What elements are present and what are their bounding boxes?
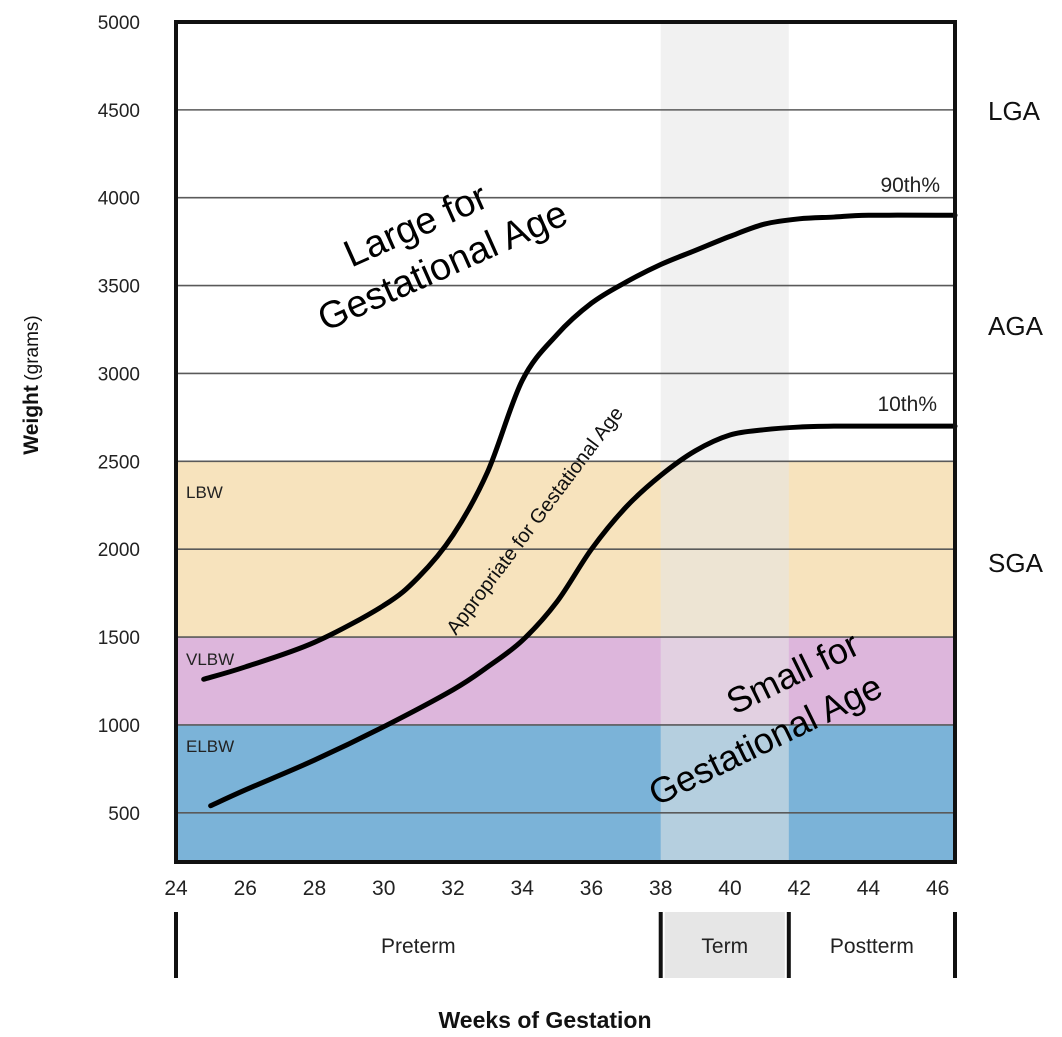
x-tick-38: 38	[649, 877, 672, 900]
period-label-postterm: Postterm	[830, 935, 914, 958]
plot-frame	[174, 20, 957, 864]
side-label-aga: AGA	[988, 311, 1044, 341]
y-tick-labels: 500 1000 1500 2000 2500 3000 3500 4000 4500 5000	[98, 13, 140, 825]
y-tick-4500: 4500	[98, 101, 140, 122]
x-tick-26: 26	[234, 877, 257, 900]
y-tick-3500: 3500	[98, 277, 140, 298]
y-tick-2500: 2500	[98, 452, 140, 473]
band-label-vlbw: VLBW	[186, 650, 234, 669]
side-label-lga: LGA	[988, 96, 1041, 126]
band-elbw	[176, 724, 955, 862]
y-tick-5000: 5000	[98, 13, 140, 34]
period-label-preterm: Preterm	[381, 935, 456, 958]
grid-lines	[176, 109, 955, 814]
x-tick-24: 24	[164, 877, 188, 900]
term-shading-rect	[660, 22, 789, 862]
y-tick-1000: 1000	[98, 716, 140, 737]
term-shading	[660, 22, 789, 862]
y-axis-title-unit: (grams)	[22, 315, 43, 380]
x-tick-40: 40	[718, 877, 741, 900]
x-tick-labels: 24 26 28 30 32 34 36 38 40 42 44 46	[164, 877, 949, 900]
percentile-curves	[201, 212, 958, 809]
side-label-sga: SGA	[988, 548, 1044, 578]
x-tick-36: 36	[580, 877, 603, 900]
x-tick-32: 32	[441, 877, 464, 900]
series-label-10th: 10th%	[877, 393, 937, 416]
series-line-90th	[201, 212, 958, 682]
plot-border	[174, 20, 957, 864]
y-axis-title: Weight (grams)	[20, 315, 43, 455]
x-tick-30: 30	[372, 877, 395, 900]
period-brackets: Preterm Term Postterm	[174, 912, 957, 978]
y-tick-4000: 4000	[98, 189, 140, 210]
x-tick-42: 42	[788, 877, 811, 900]
y-tick-2000: 2000	[98, 540, 140, 561]
y-tick-500: 500	[108, 804, 140, 825]
band-vlbw	[176, 637, 955, 725]
period-label-term: Term	[701, 935, 748, 958]
band-labels: LBW VLBW ELBW	[186, 483, 234, 756]
series-line-10th	[208, 423, 958, 809]
x-axis-title: Weeks of Gestation	[438, 1007, 651, 1033]
percentile-labels: 90th% 10th%	[877, 174, 940, 416]
y-tick-3000: 3000	[98, 364, 140, 385]
x-tick-46: 46	[926, 877, 949, 900]
y-axis-title-main: Weight	[20, 385, 43, 455]
x-tick-44: 44	[857, 877, 881, 900]
y-tick-1500: 1500	[98, 628, 140, 649]
band-label-elbw: ELBW	[186, 737, 234, 756]
term-period-shading	[664, 912, 785, 978]
x-tick-28: 28	[303, 877, 326, 900]
band-label-lbw: LBW	[186, 483, 223, 502]
series-label-90th: 90th%	[880, 174, 940, 197]
classification-labels: LGA AGA SGA	[988, 96, 1044, 578]
x-tick-34: 34	[511, 877, 535, 900]
